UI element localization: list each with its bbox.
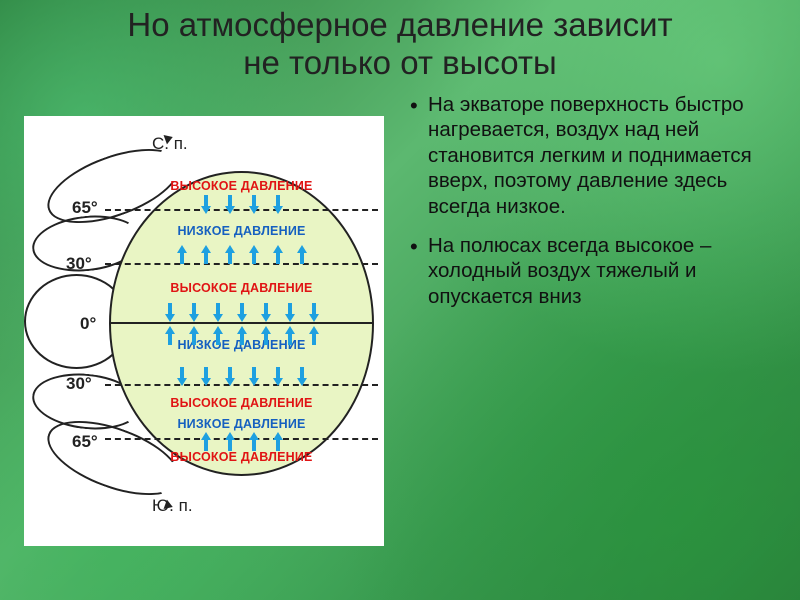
arrow-down-icon: [201, 194, 211, 214]
band-high-30n: ВЫСОКОЕ ДАВЛЕНИЕ: [111, 281, 372, 295]
arrow-up-icon: [285, 326, 295, 346]
arrows-65s: [201, 432, 283, 452]
arrow-up-icon: [297, 245, 307, 265]
arrow-up-icon: [249, 245, 259, 265]
arrow-down-icon: [225, 194, 235, 214]
arrow-up-icon: [225, 432, 235, 452]
arrow-up-icon: [273, 432, 283, 452]
arrow-up-icon: [309, 326, 319, 346]
arrow-down-icon: [165, 302, 175, 322]
arrow-down-icon: [249, 194, 259, 214]
arrow-down-icon: [249, 366, 259, 386]
arrow-down-icon: [177, 366, 187, 386]
arrow-up-icon: [189, 326, 199, 346]
arrow-down-icon: [237, 302, 247, 322]
arrow-up-icon: [201, 432, 211, 452]
arrow-up-icon: [201, 245, 211, 265]
arrow-down-icon: [189, 302, 199, 322]
band-high-30s: ВЫСОКОЕ ДАВЛЕНИЕ: [111, 396, 372, 410]
equator-line: [111, 322, 372, 324]
title-line-1: Но атмосферное давление зависит: [127, 6, 672, 43]
bullet-item: На полюсах всегда высокое – холодный воз…: [406, 233, 786, 309]
band-high-sp: ВЫСОКОЕ ДАВЛЕНИЕ: [111, 450, 372, 464]
arrow-up-icon: [213, 326, 223, 346]
arrows-65n: [201, 194, 283, 214]
diagram-area: С. п. Ю. п. 65° 30° 0° 30° 65°: [14, 86, 394, 586]
arrow-up-icon: [225, 245, 235, 265]
arrow-down-icon: [285, 302, 295, 322]
arrow-down-icon: [201, 366, 211, 386]
band-high-np: ВЫСОКОЕ ДАВЛЕНИЕ: [111, 179, 372, 193]
slide-title: Но атмосферное давление зависит не тольк…: [0, 0, 800, 86]
arrow-up-icon: [237, 326, 247, 346]
arrow-up-icon: [273, 245, 283, 265]
arrow-up-icon: [261, 326, 271, 346]
arrow-down-icon: [273, 194, 283, 214]
arrows-30n: [177, 245, 307, 265]
arrows-eq-n: [165, 302, 319, 322]
globe: ВЫСОКОЕ ДАВЛЕНИЕ НИЗКОЕ ДАВЛЕНИЕ ВЫСОКОЕ…: [109, 171, 374, 476]
arrow-down-icon: [273, 366, 283, 386]
main-row: С. п. Ю. п. 65° 30° 0° 30° 65°: [0, 86, 800, 600]
globe-wrap: С. п. Ю. п. 65° 30° 0° 30° 65°: [24, 116, 384, 546]
arrows-eq-s: [165, 326, 319, 346]
arrow-down-icon: [297, 366, 307, 386]
arrow-down-icon: [213, 302, 223, 322]
band-low-65n: НИЗКОЕ ДАВЛЕНИЕ: [111, 224, 372, 238]
bullet-item: На экваторе поверхность быстро нагревает…: [406, 92, 786, 219]
arrow-down-icon: [261, 302, 271, 322]
arrows-30s: [177, 366, 307, 386]
arrow-up-icon: [165, 326, 175, 346]
band-low-65s: НИЗКОЕ ДАВЛЕНИЕ: [111, 417, 372, 431]
arrow-up-icon: [249, 432, 259, 452]
slide-content: Но атмосферное давление зависит не тольк…: [0, 0, 800, 600]
title-line-2: не только от высоты: [243, 44, 556, 81]
arrow-down-icon: [309, 302, 319, 322]
bullet-list: На экваторе поверхность быстро нагревает…: [406, 92, 786, 309]
bullet-area: На экваторе поверхность быстро нагревает…: [406, 86, 786, 586]
arrow-up-icon: [177, 245, 187, 265]
arrow-down-icon: [225, 366, 235, 386]
